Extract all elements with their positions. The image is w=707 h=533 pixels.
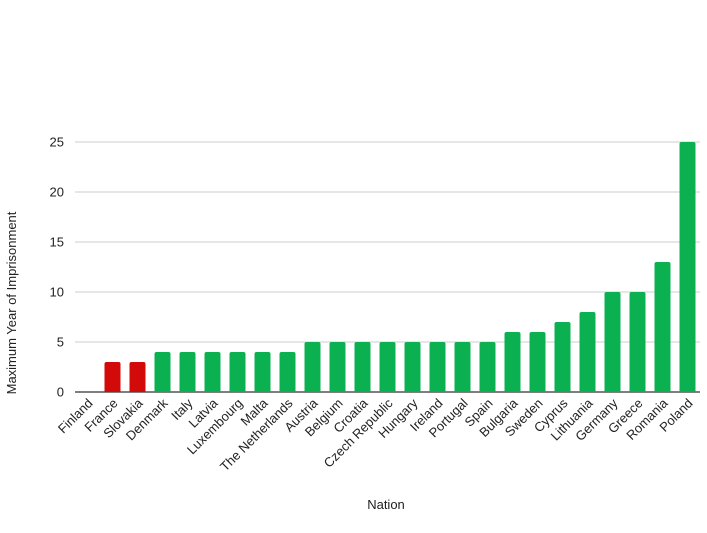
bar-belgium: [329, 342, 346, 392]
bar-hungary: [404, 342, 421, 392]
y-tick-label: 25: [50, 135, 64, 150]
bar-croatia: [354, 342, 371, 392]
y-tick-label: 10: [50, 285, 64, 300]
y-axis-title: Maximum Year of Imprisonment: [4, 211, 19, 394]
bar-greece: [629, 292, 646, 392]
bar-luxembourg: [229, 352, 246, 392]
bar-slovakia: [129, 362, 146, 392]
bar-germany: [604, 292, 621, 392]
x-axis-title: Nation: [367, 497, 405, 512]
bar-bulgaria: [504, 332, 521, 392]
bar-france: [104, 362, 121, 392]
bar-denmark: [154, 352, 171, 392]
bar-austria: [304, 342, 321, 392]
y-tick-label: 20: [50, 185, 64, 200]
bar-ireland: [429, 342, 446, 392]
bar-spain: [479, 342, 496, 392]
bar-romania: [654, 262, 671, 392]
bar-poland: [679, 142, 696, 392]
bar-czech-republic: [379, 342, 396, 392]
y-tick-label: 15: [50, 235, 64, 250]
bars: [104, 142, 696, 392]
y-tick-label: 5: [57, 335, 64, 350]
x-axis-ticks: FinlandFranceSlovakiaDenmarkItalyLatviaL…: [55, 395, 696, 474]
bar-cyprus: [554, 322, 571, 392]
bar-portugal: [454, 342, 471, 392]
bar-latvia: [204, 352, 221, 392]
bar-malta: [254, 352, 271, 392]
bar-sweden: [529, 332, 546, 392]
bar-lithuania: [579, 312, 596, 392]
bar-italy: [179, 352, 196, 392]
bar-the-netherlands: [279, 352, 296, 392]
y-axis-ticks: 0 5 10 15 20 25: [50, 135, 64, 400]
y-tick-label: 0: [57, 385, 64, 400]
